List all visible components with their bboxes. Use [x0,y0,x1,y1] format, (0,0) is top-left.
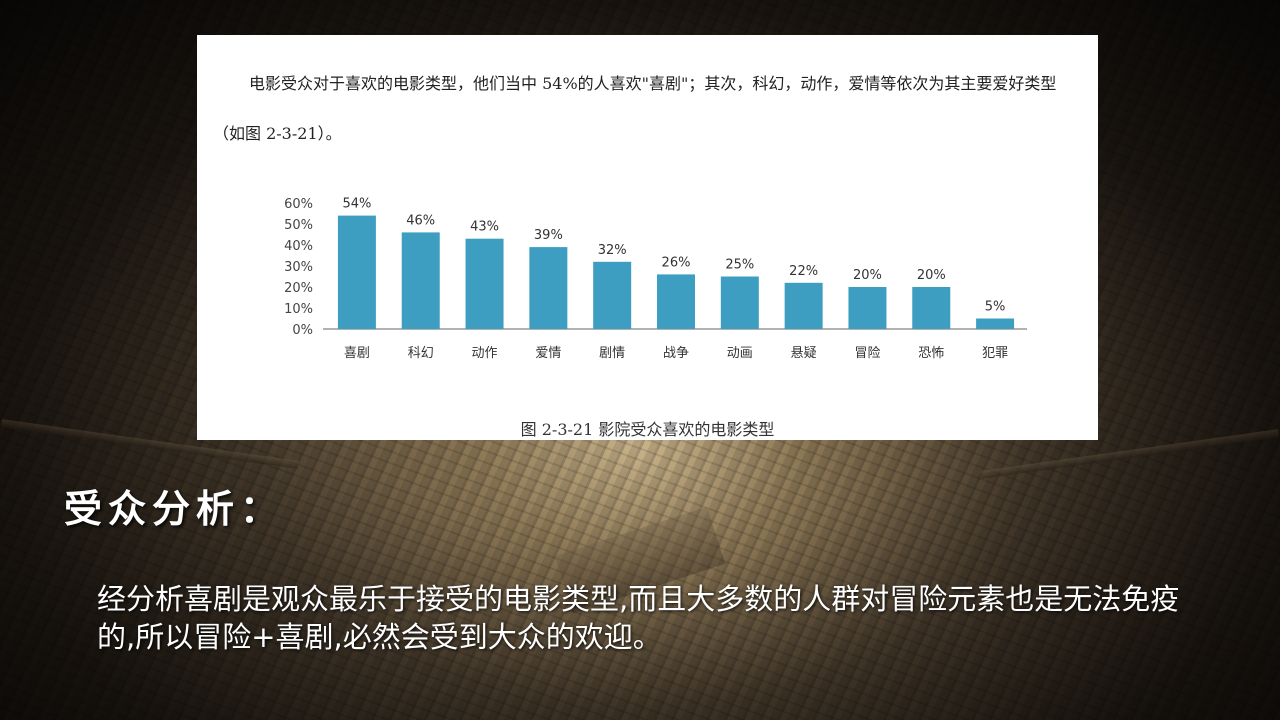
x-tick-label: 动作 [472,346,498,361]
analysis-text: 经分析喜剧是观众最乐于接受的电影类型,而且大多数的人群对冒险元素也是无法免疫的,… [97,582,1180,654]
data-label: 32% [598,243,627,258]
data-label: 43% [470,220,499,235]
data-label: 26% [662,255,691,270]
data-label: 54% [342,197,371,212]
chart-panel: 电影受众对于喜欢的电影类型，他们当中 54%的人喜欢"喜剧"；其次，科幻，动作，… [197,35,1098,440]
bar [848,287,887,329]
bar [912,287,951,329]
bar-chart: 0% 10% 20% 30% 40% 50% 60% 54% 喜剧 46% 科幻 43% 动作 39% 爱情… [284,197,1027,361]
x-tick-label: 科幻 [408,346,434,361]
y-tick-label: 40% [284,239,313,254]
y-tick-label: 30% [284,260,313,275]
y-tick-label: 10% [284,302,313,317]
bar [593,261,632,329]
y-tick-label: 60% [284,197,313,212]
bar [529,247,568,329]
data-label: 20% [917,268,946,283]
x-tick-label: 犯罪 [982,346,1008,361]
data-label: 46% [406,213,435,228]
x-tick-label: 爱情 [535,346,561,361]
data-label: 5% [985,300,1006,315]
section-title: 受众分析： [64,486,285,531]
data-label: 25% [725,258,754,273]
y-tick-label: 50% [284,218,313,233]
x-tick-label: 悬疑 [791,345,817,361]
y-tick-label: 20% [284,281,313,296]
data-label: 22% [789,264,818,279]
bar [784,282,823,329]
x-tick-label: 战争 [663,346,689,361]
bar [337,215,376,329]
bar [465,238,504,329]
chart-caption: 图 2-3-21 影院受众喜欢的电影类型 [520,420,775,439]
x-tick-label: 恐怖 [918,345,944,361]
intro-paragraph: 电影受众对于喜欢的电影类型，他们当中 54%的人喜欢"喜剧"；其次，科幻，动作，… [213,74,1057,143]
bar [720,276,759,329]
x-tick-label: 喜剧 [344,346,370,361]
bar [657,274,695,329]
x-tick-label: 动画 [727,346,753,361]
x-tick-label: 剧情 [599,346,625,361]
bar [401,232,440,329]
y-tick-label: 0% [292,323,313,338]
data-label: 39% [534,228,563,243]
x-tick-label: 冒险 [854,346,880,361]
bar [976,318,1015,329]
data-label: 20% [853,268,882,283]
